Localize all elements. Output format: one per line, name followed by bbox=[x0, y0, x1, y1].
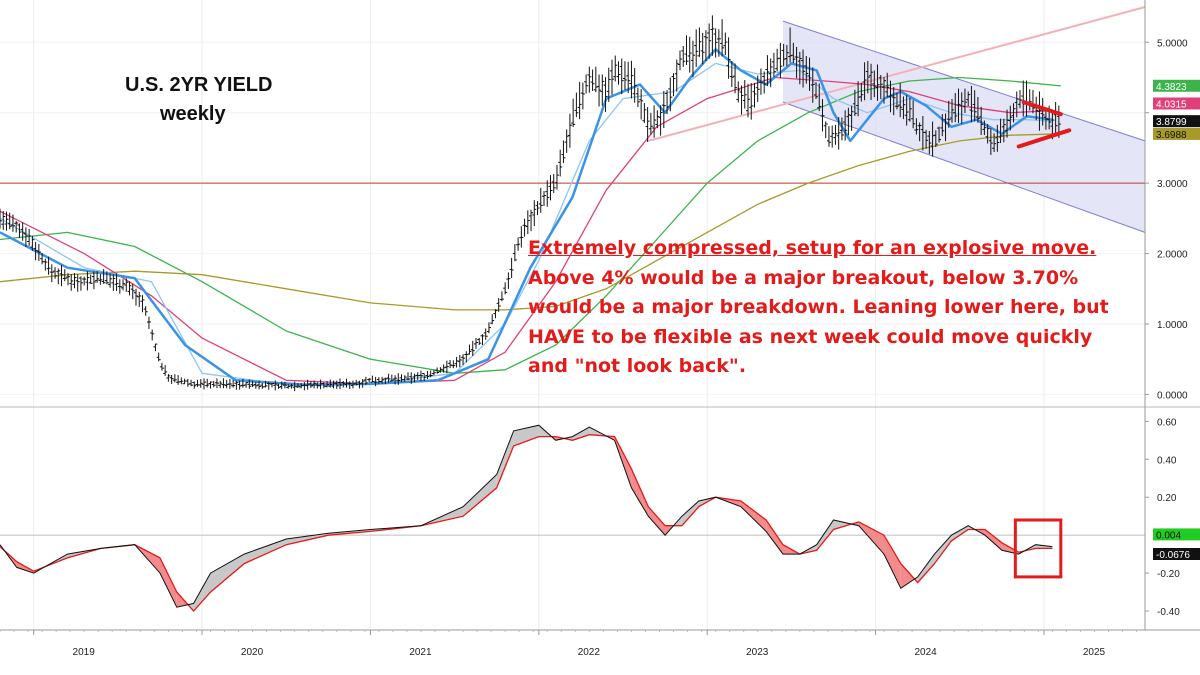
x-tick-label: 2024 bbox=[914, 647, 937, 658]
macd-y-tick-label: -0.40 bbox=[1157, 607, 1180, 618]
macd-fill-positive bbox=[513, 425, 539, 446]
commentary-line-1: Extremely compressed, setup for an explo… bbox=[528, 237, 1097, 259]
macd-fill-positive bbox=[833, 520, 852, 530]
price-channel bbox=[782, 20, 1146, 233]
macd-panel bbox=[0, 406, 1200, 612]
macd-fill-negative bbox=[858, 521, 884, 555]
last-label-price: 3.8799 bbox=[1156, 117, 1187, 128]
macd-line bbox=[0, 424, 1053, 608]
macd-fill-negative bbox=[884, 535, 901, 589]
channel-fill bbox=[783, 21, 1145, 233]
last-value-labels: 4.3823 4.0315 3.8799 3.6988 0.004 -0.0676 bbox=[1153, 79, 1200, 561]
trendline bbox=[648, 6, 1146, 142]
x-tick-label: 2020 bbox=[241, 647, 264, 658]
axes: 0.0000 1.0000 2.0000 3.0000 5.0000 0.60 0.40 0.… bbox=[0, 0, 1200, 658]
macd-fill-positive bbox=[917, 554, 935, 583]
macd-y-tick-label: 0.20 bbox=[1157, 493, 1177, 504]
x-tick-label: 2021 bbox=[409, 647, 432, 658]
macd-y-tick-label: -0.20 bbox=[1157, 569, 1180, 580]
x-tick-label: 2023 bbox=[746, 647, 769, 658]
macd-highlight-box bbox=[1013, 518, 1063, 579]
chart-title: U.S. 2YR YIELD bbox=[125, 74, 273, 96]
last-label-ma-pink-box bbox=[1153, 97, 1200, 110]
x-tick-label: 2025 bbox=[1083, 647, 1106, 658]
macd-fill-negative bbox=[631, 468, 649, 517]
macd-fill-positive bbox=[210, 554, 245, 593]
channel-upper-line bbox=[782, 20, 1146, 142]
macd-fill-positive bbox=[496, 430, 514, 488]
x-tick-label: 2022 bbox=[578, 647, 601, 658]
commentary-line-4: HAVE to be flexible as next week could m… bbox=[528, 325, 1093, 348]
macd-fill-negative bbox=[900, 563, 915, 589]
chart-subtitle: weekly bbox=[160, 103, 226, 125]
last-label-ma-olive: 3.6988 bbox=[1156, 130, 1187, 141]
moving-average-ma_green bbox=[0, 76, 1061, 374]
wedge-annotation-line bbox=[1021, 100, 1063, 117]
last-label-macd: 0.004 bbox=[1156, 530, 1181, 541]
y-tick-label: 3.0000 bbox=[1157, 179, 1188, 190]
macd-fill-positive bbox=[193, 573, 211, 611]
macd-fill-negative bbox=[740, 501, 767, 532]
last-label-macd-box bbox=[1153, 528, 1200, 541]
commentary-text: Extremely compressed, setup for an explo… bbox=[528, 234, 1148, 382]
price-bars bbox=[0, 15, 1061, 392]
macd-fill-positive bbox=[934, 535, 952, 564]
rising-trendline bbox=[648, 6, 1146, 142]
last-label-ma-pink: 4.0315 bbox=[1156, 99, 1187, 110]
y-tick-label: 1.0000 bbox=[1157, 320, 1188, 331]
y-tick-label: 5.0000 bbox=[1157, 38, 1188, 49]
last-label-ma-green: 4.3823 bbox=[1156, 82, 1187, 93]
commentary-line-3: would be a major breakdown. Leaning lowe… bbox=[528, 296, 1109, 318]
y-tick-label: 2.0000 bbox=[1157, 250, 1188, 261]
commentary-line-5: and "not look back". bbox=[528, 355, 747, 377]
macd-y-tick-label: 0.40 bbox=[1157, 455, 1177, 466]
macd-fill-negative bbox=[160, 557, 177, 608]
macd-fill-negative bbox=[766, 520, 783, 555]
channel-lower-line bbox=[782, 101, 1146, 233]
macd-y-tick-label: 0.60 bbox=[1157, 417, 1177, 428]
last-label-signal: -0.0676 bbox=[1156, 550, 1190, 561]
annotation-lines bbox=[1016, 100, 1072, 149]
macd-fill-negative bbox=[985, 529, 1002, 551]
moving-average-ma_pink bbox=[0, 76, 1053, 385]
macd-fill-positive bbox=[951, 525, 969, 541]
y-tick-label: 0.0000 bbox=[1157, 390, 1188, 401]
wedge-annotation-line bbox=[1016, 128, 1072, 149]
moving-average-ma_olive bbox=[0, 133, 1061, 311]
macd-fill-negative bbox=[648, 506, 666, 536]
macd-fill-positive bbox=[681, 501, 699, 526]
macd-fill-positive bbox=[572, 427, 590, 441]
commentary-line-2: Above 4% would be a major breakout, belo… bbox=[528, 266, 1079, 289]
last-label-price-box bbox=[1153, 115, 1200, 128]
last-label-ma-olive-box bbox=[1153, 127, 1200, 140]
macd-fill-positive bbox=[463, 474, 497, 517]
x-tick-label: 2019 bbox=[73, 647, 96, 658]
macd-fill-positive bbox=[244, 539, 287, 564]
macd-fill-positive bbox=[816, 520, 834, 551]
last-label-signal-box bbox=[1153, 547, 1200, 560]
last-label-ma-green-box bbox=[1153, 79, 1200, 92]
